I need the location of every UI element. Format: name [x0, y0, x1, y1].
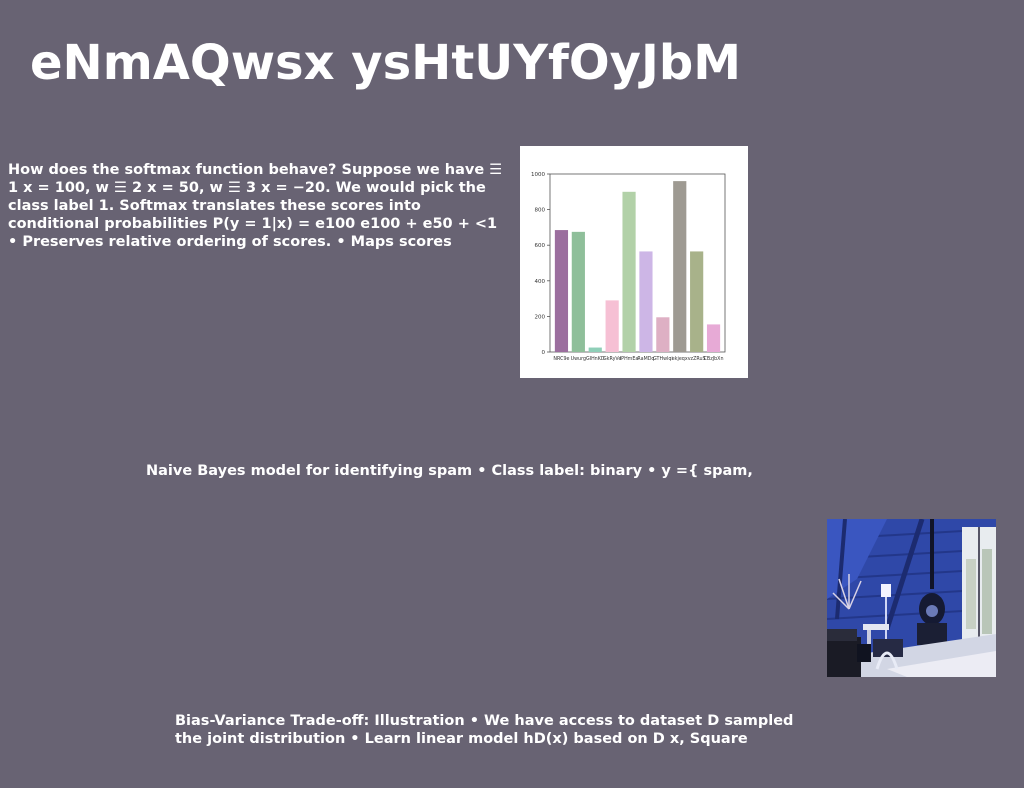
naive-bayes-paragraph: Naive Bayes model for identifying spam •… — [146, 463, 753, 479]
y-tick-label: 0 — [542, 350, 546, 356]
y-tick-label: 200 — [535, 314, 546, 320]
y-tick-label: 600 — [535, 243, 546, 249]
x-tick-label: Uwurg — [571, 356, 586, 362]
x-tick-label: IPHmEa — [620, 356, 639, 362]
bar — [690, 251, 704, 352]
bar — [656, 317, 670, 352]
bar — [605, 300, 619, 352]
x-tick-label: vzZRuS — [688, 356, 706, 362]
softmax-paragraph: How does the softmax function behave? Su… — [8, 162, 503, 250]
x-tick-label: CBzJbXn — [704, 356, 724, 362]
y-tick-label: 1000 — [531, 172, 545, 178]
bar — [673, 181, 687, 352]
bar — [588, 347, 602, 352]
bar — [706, 324, 721, 352]
plot-frame — [549, 173, 726, 353]
bias-variance-paragraph: Bias-Variance Trade-off: Illustration • … — [175, 713, 794, 747]
y-tick-label: 400 — [535, 279, 546, 285]
living-room-photo — [827, 519, 996, 677]
x-tick-label: RaMDq — [637, 356, 654, 362]
x-tick-label: GkRyVe — [603, 356, 621, 362]
slide-title: eNmAQwsx ysHtUYfOyJbM — [30, 35, 741, 91]
x-tick-label: NRC9e — [553, 356, 569, 362]
x-tick-label: ekjeqx — [672, 356, 688, 362]
bar — [554, 230, 569, 352]
bar-chart: 0 200 400 600 800 1000 NRC9e Uwurg GIHnKD GkRyVe I… — [520, 146, 748, 378]
bar — [571, 231, 585, 352]
bar-chart-svg: 0 200 400 600 800 1000 NRC9e Uwurg GIHnKDGkRyVeI… — [531, 172, 726, 362]
bar — [622, 191, 636, 352]
x-tick-label: GIHnKD — [586, 356, 605, 362]
bar — [639, 251, 653, 352]
x-tick-label: GTHwlqi — [653, 356, 673, 362]
y-tick-label: 800 — [535, 208, 546, 214]
